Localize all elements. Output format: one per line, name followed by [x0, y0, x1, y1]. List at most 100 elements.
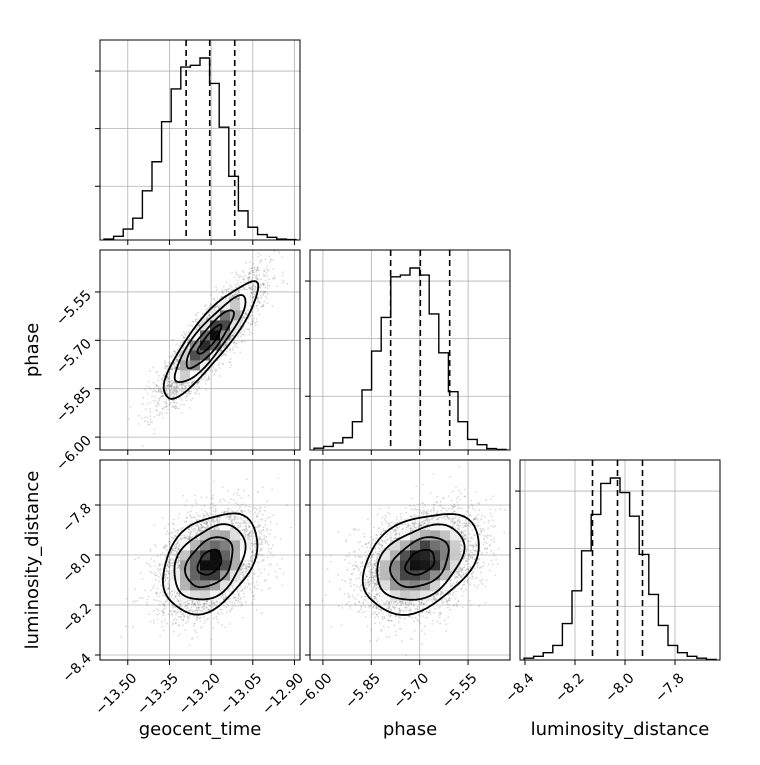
- sample-point: [172, 406, 174, 408]
- sample-point: [142, 397, 144, 399]
- sample-point: [151, 395, 153, 397]
- sample-point: [233, 342, 235, 344]
- sample-point: [251, 315, 253, 317]
- sample-point: [181, 386, 183, 388]
- sample-point: [268, 588, 270, 590]
- sample-point: [243, 330, 245, 332]
- sample-point: [234, 277, 236, 279]
- sample-point: [175, 383, 177, 385]
- sample-point: [182, 341, 184, 343]
- sample-point: [170, 356, 172, 358]
- sample-point: [261, 291, 263, 293]
- sample-point: [153, 367, 155, 369]
- sample-point: [164, 362, 166, 364]
- sample-point: [257, 308, 259, 310]
- sample-point: [162, 408, 164, 410]
- sample-point: [218, 364, 220, 366]
- sample-point: [249, 331, 251, 333]
- sample-point: [130, 406, 132, 408]
- sample-point: [154, 433, 156, 435]
- sample-point: [168, 399, 170, 401]
- sample-point: [158, 403, 160, 405]
- sample-point: [266, 297, 268, 299]
- sample-point: [249, 277, 251, 279]
- sample-point: [259, 302, 261, 304]
- sample-point: [266, 293, 268, 295]
- sample-point: [149, 370, 151, 372]
- sample-point: [161, 621, 163, 623]
- sample-point: [251, 319, 253, 321]
- sample-point: [171, 382, 173, 384]
- sample-point: [192, 398, 194, 400]
- sample-point: [267, 275, 269, 277]
- sample-point: [158, 398, 160, 400]
- sample-point: [251, 322, 253, 324]
- sample-point: [253, 283, 255, 285]
- sample-point: [141, 418, 143, 420]
- sample-point: [224, 345, 226, 347]
- sample-point: [153, 388, 155, 390]
- sample-point: [240, 282, 242, 284]
- sample-point: [239, 332, 241, 334]
- sample-point: [251, 301, 253, 303]
- sample-point: [159, 400, 161, 402]
- sample-point: [234, 294, 236, 296]
- sample-point: [229, 284, 231, 286]
- sample-point: [229, 366, 231, 368]
- sample-point: [258, 279, 260, 281]
- sample-point: [188, 382, 190, 384]
- sample-point: [149, 387, 151, 389]
- sample-point: [236, 274, 238, 276]
- sample-point: [253, 317, 255, 319]
- sample-point: [174, 365, 176, 367]
- sample-point: [166, 403, 168, 405]
- sample-point: [202, 378, 204, 380]
- sample-point: [260, 287, 262, 289]
- sample-point: [159, 387, 161, 389]
- sample-point: [154, 396, 156, 398]
- sample-point: [178, 616, 180, 618]
- sample-point: [158, 375, 160, 377]
- sample-point: [231, 272, 233, 274]
- sample-point: [272, 259, 274, 261]
- sample-point: [144, 416, 146, 418]
- sample-point: [156, 384, 158, 386]
- sample-point: [171, 367, 173, 369]
- sample-point: [252, 285, 254, 287]
- sample-point: [145, 408, 147, 410]
- sample-point: [282, 271, 284, 273]
- sample-point: [175, 344, 177, 346]
- sample-point: [166, 382, 168, 384]
- sample-point: [248, 287, 250, 289]
- density-block: [200, 320, 210, 330]
- sample-point: [225, 344, 227, 346]
- sample-point: [145, 388, 147, 390]
- sample-point: [192, 325, 194, 327]
- sample-point: [183, 383, 185, 385]
- sample-point: [142, 403, 144, 405]
- sample-point: [251, 311, 253, 313]
- sample-point: [270, 258, 272, 260]
- sample-point: [174, 407, 176, 409]
- sample-point: [172, 391, 174, 393]
- sample-point: [171, 385, 173, 387]
- sample-point: [224, 353, 226, 355]
- sample-point: [260, 306, 262, 308]
- sample-point: [157, 414, 159, 416]
- sample-point: [237, 590, 239, 592]
- sample-point: [186, 395, 188, 397]
- sample-point: [259, 274, 261, 276]
- sample-point: [176, 390, 178, 392]
- sample-point: [204, 376, 206, 378]
- sample-point: [157, 380, 159, 382]
- sample-point: [165, 533, 167, 535]
- sample-point: [218, 362, 220, 364]
- sample-point: [251, 267, 253, 269]
- sample-point: [183, 331, 185, 333]
- sample-point: [182, 389, 184, 391]
- sample-point: [251, 297, 253, 299]
- sample-point: [268, 285, 270, 287]
- sample-point: [255, 324, 257, 326]
- sample-point: [216, 289, 218, 291]
